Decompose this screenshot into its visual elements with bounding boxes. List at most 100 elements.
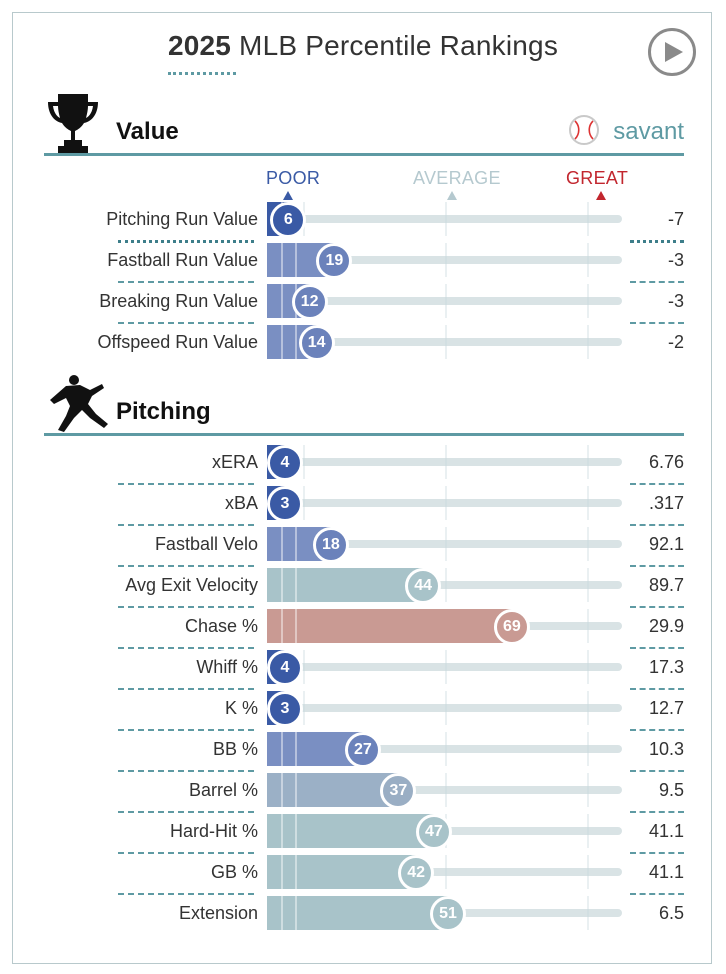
percentile-track <box>267 581 622 589</box>
metric-value: 89.7 <box>648 575 684 595</box>
row-separator-left <box>118 322 254 324</box>
play-icon <box>665 42 683 62</box>
track-tick <box>586 202 589 236</box>
pitching-section-header: Pitching <box>44 375 684 436</box>
pitcher-icon <box>50 375 108 432</box>
metric-value: -3 <box>667 250 684 270</box>
track-tick <box>444 855 447 889</box>
percentile-circle: 44 <box>405 568 442 604</box>
row-separator-right <box>630 729 684 731</box>
bar-tick <box>295 325 298 359</box>
row-separator-left <box>118 240 254 243</box>
title-text: MLB Percentile Rankings <box>239 30 559 61</box>
metric-label: xERA <box>211 452 258 472</box>
track-tick <box>444 325 447 359</box>
metric-label: Extension <box>178 903 258 923</box>
metric-value: -3 <box>667 291 684 311</box>
track-tick <box>586 814 589 848</box>
track-tick <box>444 243 447 277</box>
percentile-bar <box>267 773 399 807</box>
bar-tick <box>281 527 284 561</box>
track-tick <box>586 609 589 643</box>
percentile-circle: 18 <box>312 527 349 563</box>
legend-great: GREAT <box>566 168 629 188</box>
percentile-track <box>267 540 622 548</box>
row-separator-right <box>630 811 684 813</box>
track-tick <box>586 486 589 520</box>
percentile-circle: 14 <box>298 325 335 361</box>
metric-label: Offspeed Run Value <box>97 332 258 352</box>
track-tick <box>302 650 305 684</box>
metric-label: Barrel % <box>188 780 258 800</box>
metric-label: K % <box>224 698 258 718</box>
percentile-circle: 51 <box>430 896 467 932</box>
percentile-bar <box>267 814 434 848</box>
play-button[interactable] <box>648 28 696 76</box>
metric-value: 9.5 <box>658 780 684 800</box>
metric-label: Whiff % <box>196 657 258 677</box>
percentile-bar <box>267 896 449 930</box>
bar-tick <box>295 527 298 561</box>
value-section-label: Value <box>116 118 179 145</box>
row-separator-left <box>118 281 254 283</box>
percentile-circle: 3 <box>267 486 303 522</box>
metric-value: 92.1 <box>648 534 684 554</box>
percentile-track <box>267 458 622 466</box>
bar-tick <box>295 568 298 602</box>
track-tick <box>586 896 589 930</box>
row-separator-right <box>630 770 684 772</box>
track-tick <box>586 773 589 807</box>
track-tick <box>302 486 305 520</box>
bar-tick <box>295 732 298 766</box>
track-tick <box>444 650 447 684</box>
track-tick <box>444 284 447 318</box>
track-tick <box>586 568 589 602</box>
metric-value: 6.5 <box>658 903 684 923</box>
track-tick <box>586 243 589 277</box>
track-tick <box>302 691 305 725</box>
metric-label: xBA <box>224 493 258 513</box>
percentile-circle: 47 <box>415 814 452 850</box>
bar-tick <box>295 814 298 848</box>
row-separator-right <box>630 606 684 608</box>
percentile-bar <box>267 568 424 602</box>
metric-label: Hard-Hit % <box>169 821 258 841</box>
metric-value: 6.76 <box>648 452 684 472</box>
pitching-section-label: Pitching <box>116 398 211 425</box>
percentile-circle: 69 <box>493 609 530 645</box>
percentile-track <box>267 786 622 794</box>
legend-poor-marker <box>283 191 293 200</box>
percentile-track <box>267 745 622 753</box>
row-separator-right <box>630 281 684 283</box>
percentile-track <box>267 868 622 876</box>
track-tick <box>444 568 447 602</box>
percentile-circle: 3 <box>267 691 303 727</box>
percentile-track <box>267 215 622 223</box>
track-tick <box>586 691 589 725</box>
bar-tick <box>281 814 284 848</box>
bar-tick <box>295 609 298 643</box>
track-tick <box>444 202 447 236</box>
track-tick <box>444 527 447 561</box>
value-section-header: Value savant <box>44 94 684 156</box>
row-separator-right <box>630 688 684 690</box>
bar-tick <box>295 855 298 889</box>
track-tick <box>586 527 589 561</box>
row-separator-right <box>630 524 684 526</box>
bar-tick <box>281 609 284 643</box>
metric-value: 17.3 <box>648 657 684 677</box>
trophy-icon <box>48 94 98 154</box>
percentile-circle: 6 <box>270 202 307 238</box>
title-year: 2025 <box>167 30 232 61</box>
row-separator-left <box>118 688 254 690</box>
row-separator-right <box>630 647 684 649</box>
legend-average: AVERAGE <box>413 168 501 188</box>
percentile-circle: 12 <box>291 284 328 320</box>
bar-tick <box>281 732 284 766</box>
row-separator-left <box>118 811 254 813</box>
row-separator-left <box>118 606 254 608</box>
bar-tick <box>295 896 298 930</box>
percentile-circle: 37 <box>380 773 417 809</box>
metric-label: GB % <box>210 862 258 882</box>
bar-tick <box>281 243 284 277</box>
